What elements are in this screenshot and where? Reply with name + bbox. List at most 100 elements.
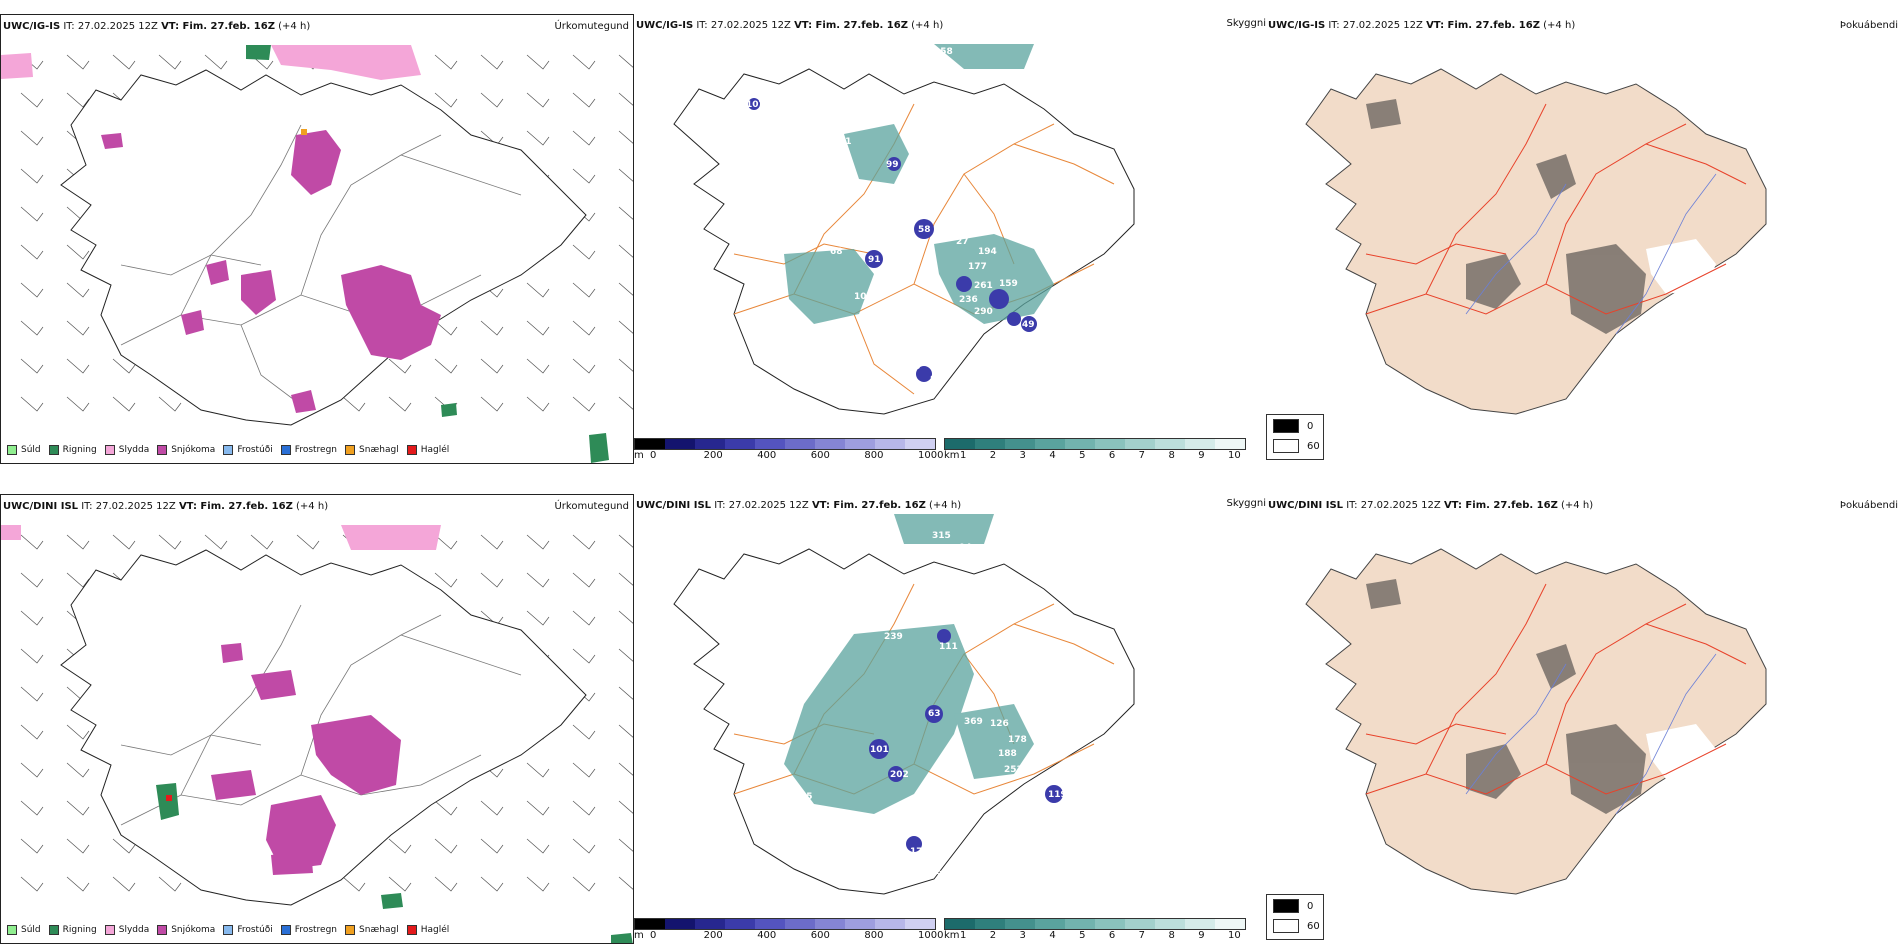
wind-barb — [526, 54, 550, 70]
colorbar-step — [785, 919, 815, 929]
wind-barb — [572, 800, 596, 816]
wind-barb — [66, 838, 90, 854]
colorbar-step — [975, 919, 1005, 929]
fog-legend-swatch — [1273, 899, 1299, 913]
legend-swatch — [104, 925, 115, 935]
colorbar-tick: 8 — [1168, 930, 1175, 941]
vis-label: 111 — [939, 642, 958, 652]
wind-barb — [20, 724, 44, 740]
colorbar-strip — [634, 918, 936, 930]
legend-label: Haglél — [420, 445, 450, 455]
legend-swatch — [157, 925, 168, 935]
colorbar-step — [1215, 919, 1245, 929]
colorbar-step — [665, 439, 695, 449]
colorbar-tick: 800 — [864, 930, 884, 941]
visibility-colorbar-m: m 0 200 400 600 800 1000 — [634, 438, 943, 464]
wind-barb — [526, 876, 550, 892]
wind-barb — [434, 838, 458, 854]
wind-barb — [572, 762, 596, 778]
rain-areas — [246, 45, 609, 463]
low-vis-blue — [869, 629, 1063, 852]
colorbar-step — [1185, 439, 1215, 449]
wind-barb — [388, 838, 412, 854]
wind-barb — [250, 54, 274, 70]
colorbar-step — [975, 439, 1005, 449]
vis-label: 315 — [932, 531, 951, 541]
wind-barb — [618, 724, 633, 738]
vis-label: 104 — [854, 292, 873, 302]
vis-label: 61 — [839, 137, 852, 147]
wind-barb — [388, 396, 412, 412]
wind-barb — [572, 572, 596, 588]
colorbar-step — [1065, 439, 1095, 449]
wind-barb — [66, 876, 90, 892]
low-vis-blue — [748, 98, 1037, 382]
wind-barb — [20, 244, 44, 260]
vis-label: 58 — [918, 225, 931, 235]
wind-barb — [66, 800, 90, 816]
colorbar-step — [635, 919, 665, 929]
colorbar-step — [815, 919, 845, 929]
wind-barb — [618, 686, 633, 700]
legend-item: Snæhagl — [345, 925, 399, 935]
road-network — [120, 124, 522, 406]
vis-label: 171 — [910, 847, 929, 857]
wind-barb — [618, 876, 633, 890]
vis-label: 369 — [964, 717, 983, 727]
colorbar-tick: 6 — [1108, 930, 1116, 941]
colorbar-tick: 10 — [1228, 930, 1241, 941]
wind-barb — [66, 358, 90, 374]
legend-swatch — [345, 445, 356, 455]
wind-barb — [158, 396, 182, 412]
wind-barb — [526, 358, 550, 374]
wind-barb — [158, 876, 182, 892]
visibility-colorbar-m: m 0 200 400 600 800 1000 — [634, 918, 943, 944]
visibility-panel-bottom: UWC/DINI ISL IT: 27.02.2025 12Z VT: Fim.… — [634, 494, 1268, 944]
fog-map — [1305, 548, 1767, 895]
wind-barb — [480, 358, 504, 374]
legend-swatch — [7, 925, 17, 935]
wind-barb — [572, 92, 596, 108]
legend-item: Frostregn — [280, 925, 337, 935]
wind-barb — [20, 876, 44, 892]
wind-barb — [342, 396, 366, 412]
legend-swatch — [48, 925, 59, 935]
wind-barb — [618, 168, 633, 182]
wind-barb — [434, 92, 458, 108]
vis-label: 99 — [886, 160, 899, 170]
colorbar-tick: 1000 — [918, 930, 944, 941]
snow-areas — [101, 130, 441, 413]
legend-swatch — [345, 925, 356, 935]
wind-barb — [526, 92, 550, 108]
legend-swatch — [157, 445, 168, 455]
legend-item: Snjókoma — [157, 445, 215, 455]
colorbar-tick: 1 — [960, 450, 967, 461]
colorbar-step — [1215, 439, 1245, 449]
wind-barb — [572, 396, 596, 412]
panel-title: UWC/IG-IS IT: 27.02.2025 12Z VT: Fim. 27… — [3, 21, 311, 32]
wind-barb — [158, 534, 182, 550]
wind-barb — [526, 838, 550, 854]
wind-barb — [526, 320, 550, 336]
colorbar-strip — [944, 918, 1246, 930]
colorbar-tick: 0 — [650, 450, 657, 461]
visibility-map: 315 94 316 239 111 63 369 126 178 188 25… — [673, 514, 1135, 895]
vis-label: 178 — [1008, 735, 1027, 745]
colorbar-tick: 600 — [810, 450, 830, 461]
wind-barb — [66, 282, 90, 298]
wind-barb — [20, 320, 44, 336]
snow-pellet-cell — [301, 129, 307, 135]
legend-item: Slydda — [104, 925, 149, 935]
panel-title: UWC/DINI ISL IT: 27.02.2025 12Z VT: Fim.… — [1268, 500, 1594, 511]
iceland-outline — [1305, 68, 1767, 415]
colorbar-tick: 4 — [1049, 450, 1056, 461]
wind-barb — [618, 282, 633, 296]
colorbar-step — [945, 439, 975, 449]
wind-barb — [526, 800, 550, 816]
wind-barb — [572, 54, 596, 70]
vis-value-labels: 158 107 61 99 58 91 27 194 177 261 159 2… — [746, 47, 1035, 392]
wind-barb — [20, 206, 44, 222]
legend-label: Súld — [21, 445, 41, 455]
road-network — [1365, 103, 1747, 315]
visibility-colorbar-km: km 1 2 3 4 5 6 7 8 9 10 — [944, 438, 1246, 464]
